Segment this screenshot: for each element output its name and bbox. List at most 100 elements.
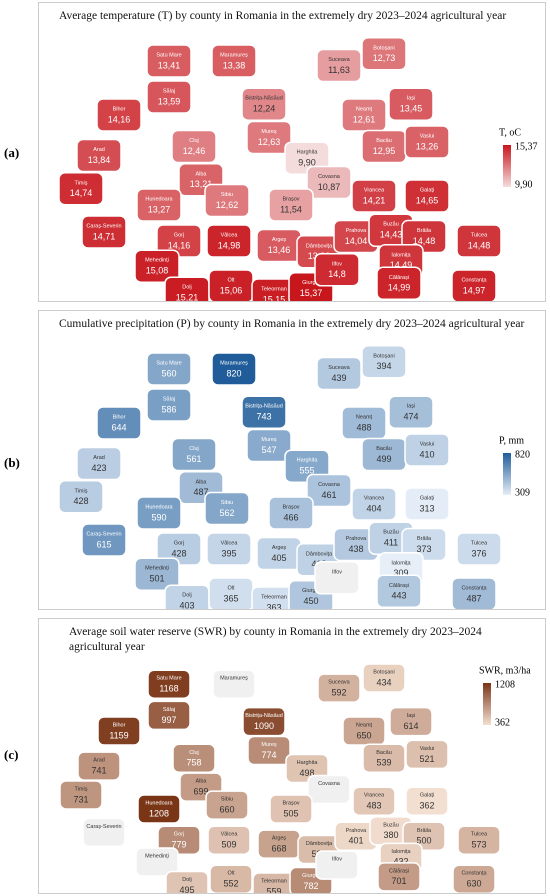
county-name: Vrancea	[364, 187, 385, 193]
county-name: Bistrița-Năsăud	[245, 404, 283, 410]
county	[206, 224, 252, 258]
legend-max: 1208	[495, 679, 515, 690]
county-value: 559	[266, 886, 281, 893]
county-value: 14,04	[345, 236, 368, 246]
county-name: Sibiu	[221, 797, 233, 803]
county-value: 12,73	[373, 53, 396, 63]
county-name: Timiș	[75, 180, 88, 186]
county	[361, 37, 407, 71]
county-value: 13,21	[190, 179, 213, 189]
county	[452, 864, 496, 893]
county-name: Dolj	[182, 593, 191, 599]
county-value: 14,97	[463, 285, 486, 295]
county	[165, 870, 209, 893]
county-name: Buzău	[383, 222, 399, 228]
county-value: 758	[186, 758, 201, 768]
county-name: Hunedoara	[145, 504, 173, 510]
county-value: 555	[299, 466, 314, 476]
county-name: Alba	[195, 479, 207, 485]
county-value: 1168	[159, 684, 178, 694]
county-value: 741	[91, 765, 106, 775]
county-name: Olt	[227, 585, 235, 591]
county-value: 410	[419, 449, 434, 459]
county	[352, 786, 396, 816]
county	[58, 480, 104, 514]
county	[314, 561, 360, 595]
county-name: Tulcea	[471, 540, 488, 546]
county-name: Arad	[93, 758, 105, 764]
county-value: 14,74	[70, 188, 93, 198]
county	[388, 395, 434, 429]
county-value: 14,48	[413, 236, 436, 246]
county-name: Dâmbovița	[306, 551, 333, 557]
county	[314, 253, 360, 287]
county-value: 487	[466, 593, 481, 603]
county	[96, 406, 142, 440]
county-name: Cluj	[189, 138, 198, 144]
county-value: 14,8	[328, 269, 346, 279]
county-name: Giurgiu	[302, 588, 320, 594]
county-name: Maramureș	[220, 52, 248, 58]
county	[209, 864, 253, 893]
county-value: 701	[391, 876, 406, 886]
county-name: Covasna	[318, 781, 341, 787]
county-name: Constanța	[461, 585, 487, 591]
county-name: Cluj	[189, 446, 198, 452]
county-value: 743	[256, 412, 271, 422]
county-name: Bacău	[376, 446, 392, 452]
county	[404, 125, 450, 159]
county-name: Teleorman	[261, 594, 287, 600]
county-value: 15,21	[176, 293, 199, 301]
county-name: Galați	[420, 495, 434, 501]
legend-max: 820	[515, 449, 530, 460]
county-name: Brăila	[417, 536, 432, 542]
county	[269, 794, 313, 824]
legend-min: 309	[515, 487, 530, 498]
legend-title: P, mm	[499, 435, 524, 446]
county-name: Suceava	[328, 680, 350, 686]
county-value: 309	[393, 568, 408, 578]
county	[134, 557, 180, 591]
county	[361, 345, 407, 379]
county	[377, 862, 421, 892]
county-value: 13,38	[223, 60, 246, 70]
legend-min: 362	[495, 717, 510, 728]
county	[306, 165, 352, 200]
county-value: 404	[366, 503, 381, 513]
county	[376, 574, 422, 609]
county-value: 13,59	[158, 96, 181, 106]
panel-label: (c)	[4, 747, 19, 762]
county-name: Alba	[195, 779, 207, 785]
county-value: 14,71	[93, 231, 116, 241]
county-value: 774	[261, 750, 276, 760]
county-value: 668	[271, 843, 286, 853]
county-name: Mureș	[261, 742, 277, 748]
county-name: Timiș	[75, 786, 88, 792]
county-value: 660	[219, 804, 234, 814]
county	[351, 487, 397, 521]
county-value: 13,27	[148, 204, 171, 214]
county-value: 405	[271, 553, 286, 563]
county-value: 14,16	[168, 240, 191, 250]
county	[362, 743, 406, 774]
county-value: 313	[419, 503, 434, 513]
county-name: Iași	[407, 713, 416, 719]
county-value: 499	[376, 454, 391, 464]
county	[246, 120, 292, 155]
county-name: Vaslui	[420, 133, 435, 139]
county-value: 14,99	[388, 283, 411, 293]
county-value: 500	[416, 836, 431, 846]
map: Satu Mare 13,41 Maramureș 13,38 Suceava 11,63…	[58, 37, 538, 301]
county-name: Dâmbovița	[306, 243, 333, 249]
county-value: 443	[391, 591, 406, 601]
county-value: 573	[471, 840, 486, 850]
county-name: Buzău	[383, 822, 399, 828]
county-name: Prahova	[346, 536, 367, 542]
county	[76, 138, 122, 173]
county-name: Constanța	[461, 277, 487, 283]
county-value: 1159	[109, 730, 128, 740]
county-name: Teleorman	[261, 286, 287, 292]
county-value: 650	[356, 730, 371, 740]
legend-min: 9,90	[515, 179, 533, 190]
county-value: 428	[171, 548, 186, 558]
